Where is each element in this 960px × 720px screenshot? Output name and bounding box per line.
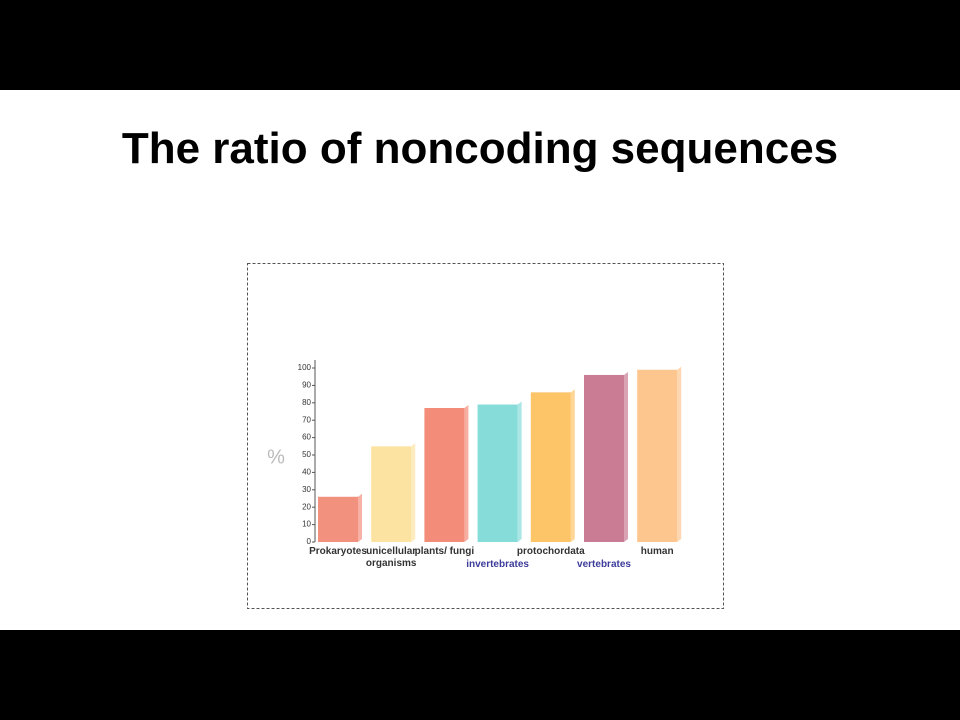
y-tick-label: 40 <box>302 468 311 477</box>
bottom-band <box>0 630 960 720</box>
bar-side <box>358 493 362 542</box>
x-tick-label: invertebrates <box>466 559 529 570</box>
x-tick-label: vertebrates <box>577 559 631 570</box>
bar-side <box>570 389 575 542</box>
y-tick-label: 0 <box>307 537 312 546</box>
bar-side <box>517 401 522 542</box>
top-band <box>0 0 960 90</box>
bar <box>424 408 465 542</box>
bar <box>530 392 571 542</box>
y-tick-label: 20 <box>302 502 311 511</box>
bar <box>371 446 412 542</box>
x-tick-label: Prokaryotes <box>309 546 367 557</box>
figure-frame <box>247 263 724 609</box>
x-tick-label: human <box>640 546 674 557</box>
slide-title: The ratio of noncoding sequences <box>121 124 839 173</box>
y-tick-label: 100 <box>298 363 312 372</box>
y-tick-label: 70 <box>302 415 311 424</box>
bar-side <box>464 405 469 542</box>
bar <box>584 374 624 542</box>
x-tick-label: unicellular organisms <box>365 546 417 569</box>
bar-side <box>624 371 628 542</box>
y-axis-label: % <box>267 446 285 468</box>
bar <box>477 404 518 542</box>
bar-side <box>411 443 416 542</box>
y-tick-label: 50 <box>302 450 311 459</box>
bar <box>318 496 358 542</box>
bar-side <box>677 366 682 542</box>
bar <box>637 369 678 542</box>
x-tick-label: plants/ fungi <box>414 546 475 557</box>
x-tick-label: protochordata <box>516 546 585 557</box>
y-tick-label: 10 <box>302 520 311 529</box>
y-tick-label: 60 <box>302 433 311 442</box>
y-tick-label: 90 <box>302 381 311 390</box>
y-tick-label: 30 <box>302 485 311 494</box>
y-tick-label: 80 <box>302 398 311 407</box>
